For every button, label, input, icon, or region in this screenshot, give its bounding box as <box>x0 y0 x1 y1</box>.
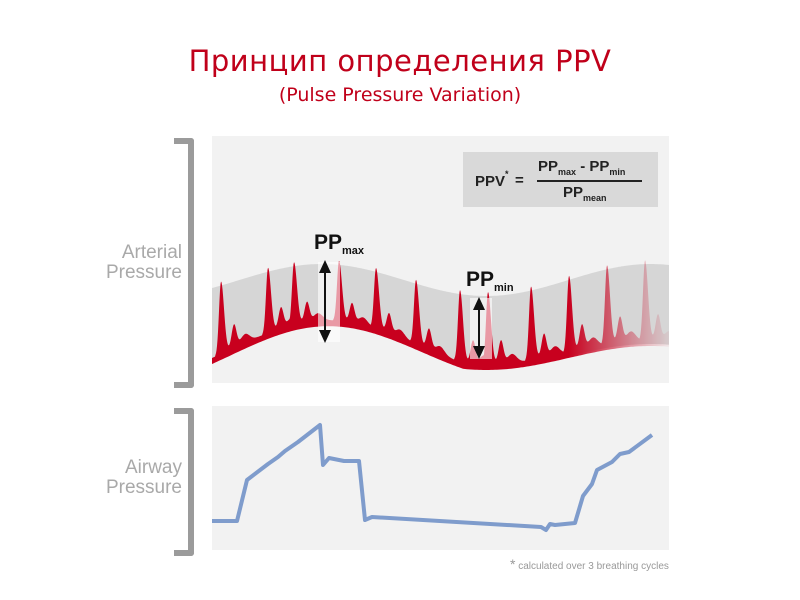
arterial-waveform <box>212 260 669 370</box>
formula-fraction-bar <box>537 180 642 182</box>
airway-label-line1: Airway <box>124 457 182 478</box>
arterial-pressure-label: Arterial Pressure <box>82 243 182 283</box>
ppmax-label: PPmax <box>314 231 365 258</box>
page-title: Принцип определения PPV <box>188 44 612 78</box>
ppmin-highlight <box>470 298 492 359</box>
formula-numerator: PPmax - PPmin <box>538 158 626 177</box>
ppmax-highlight <box>318 262 340 342</box>
airway-bracket <box>174 408 194 556</box>
arterial-label-line1: Arterial <box>121 242 182 263</box>
airway-pressure-line <box>212 423 654 532</box>
airway-pressure-label: Airway Pressure <box>82 458 182 498</box>
arterial-label-line2: Pressure <box>105 262 182 283</box>
ppmin-arrow <box>473 297 485 359</box>
formula-denominator: PPmean <box>563 184 607 203</box>
ppmin-label: PPmin <box>466 268 514 295</box>
formula-equals: = <box>515 172 524 189</box>
arterial-bracket <box>174 138 194 388</box>
footnote: * calculated over 3 breathing cycles <box>510 556 669 572</box>
page-subtitle: (Pulse Pressure Variation) <box>278 84 522 106</box>
airway-label-line2: Pressure <box>105 477 182 498</box>
ppv-formula: PPV* = PPmax - PPmin PPmean <box>463 152 658 207</box>
ppmax-arrow <box>319 260 331 343</box>
formula-lhs: PPV* <box>475 169 509 190</box>
